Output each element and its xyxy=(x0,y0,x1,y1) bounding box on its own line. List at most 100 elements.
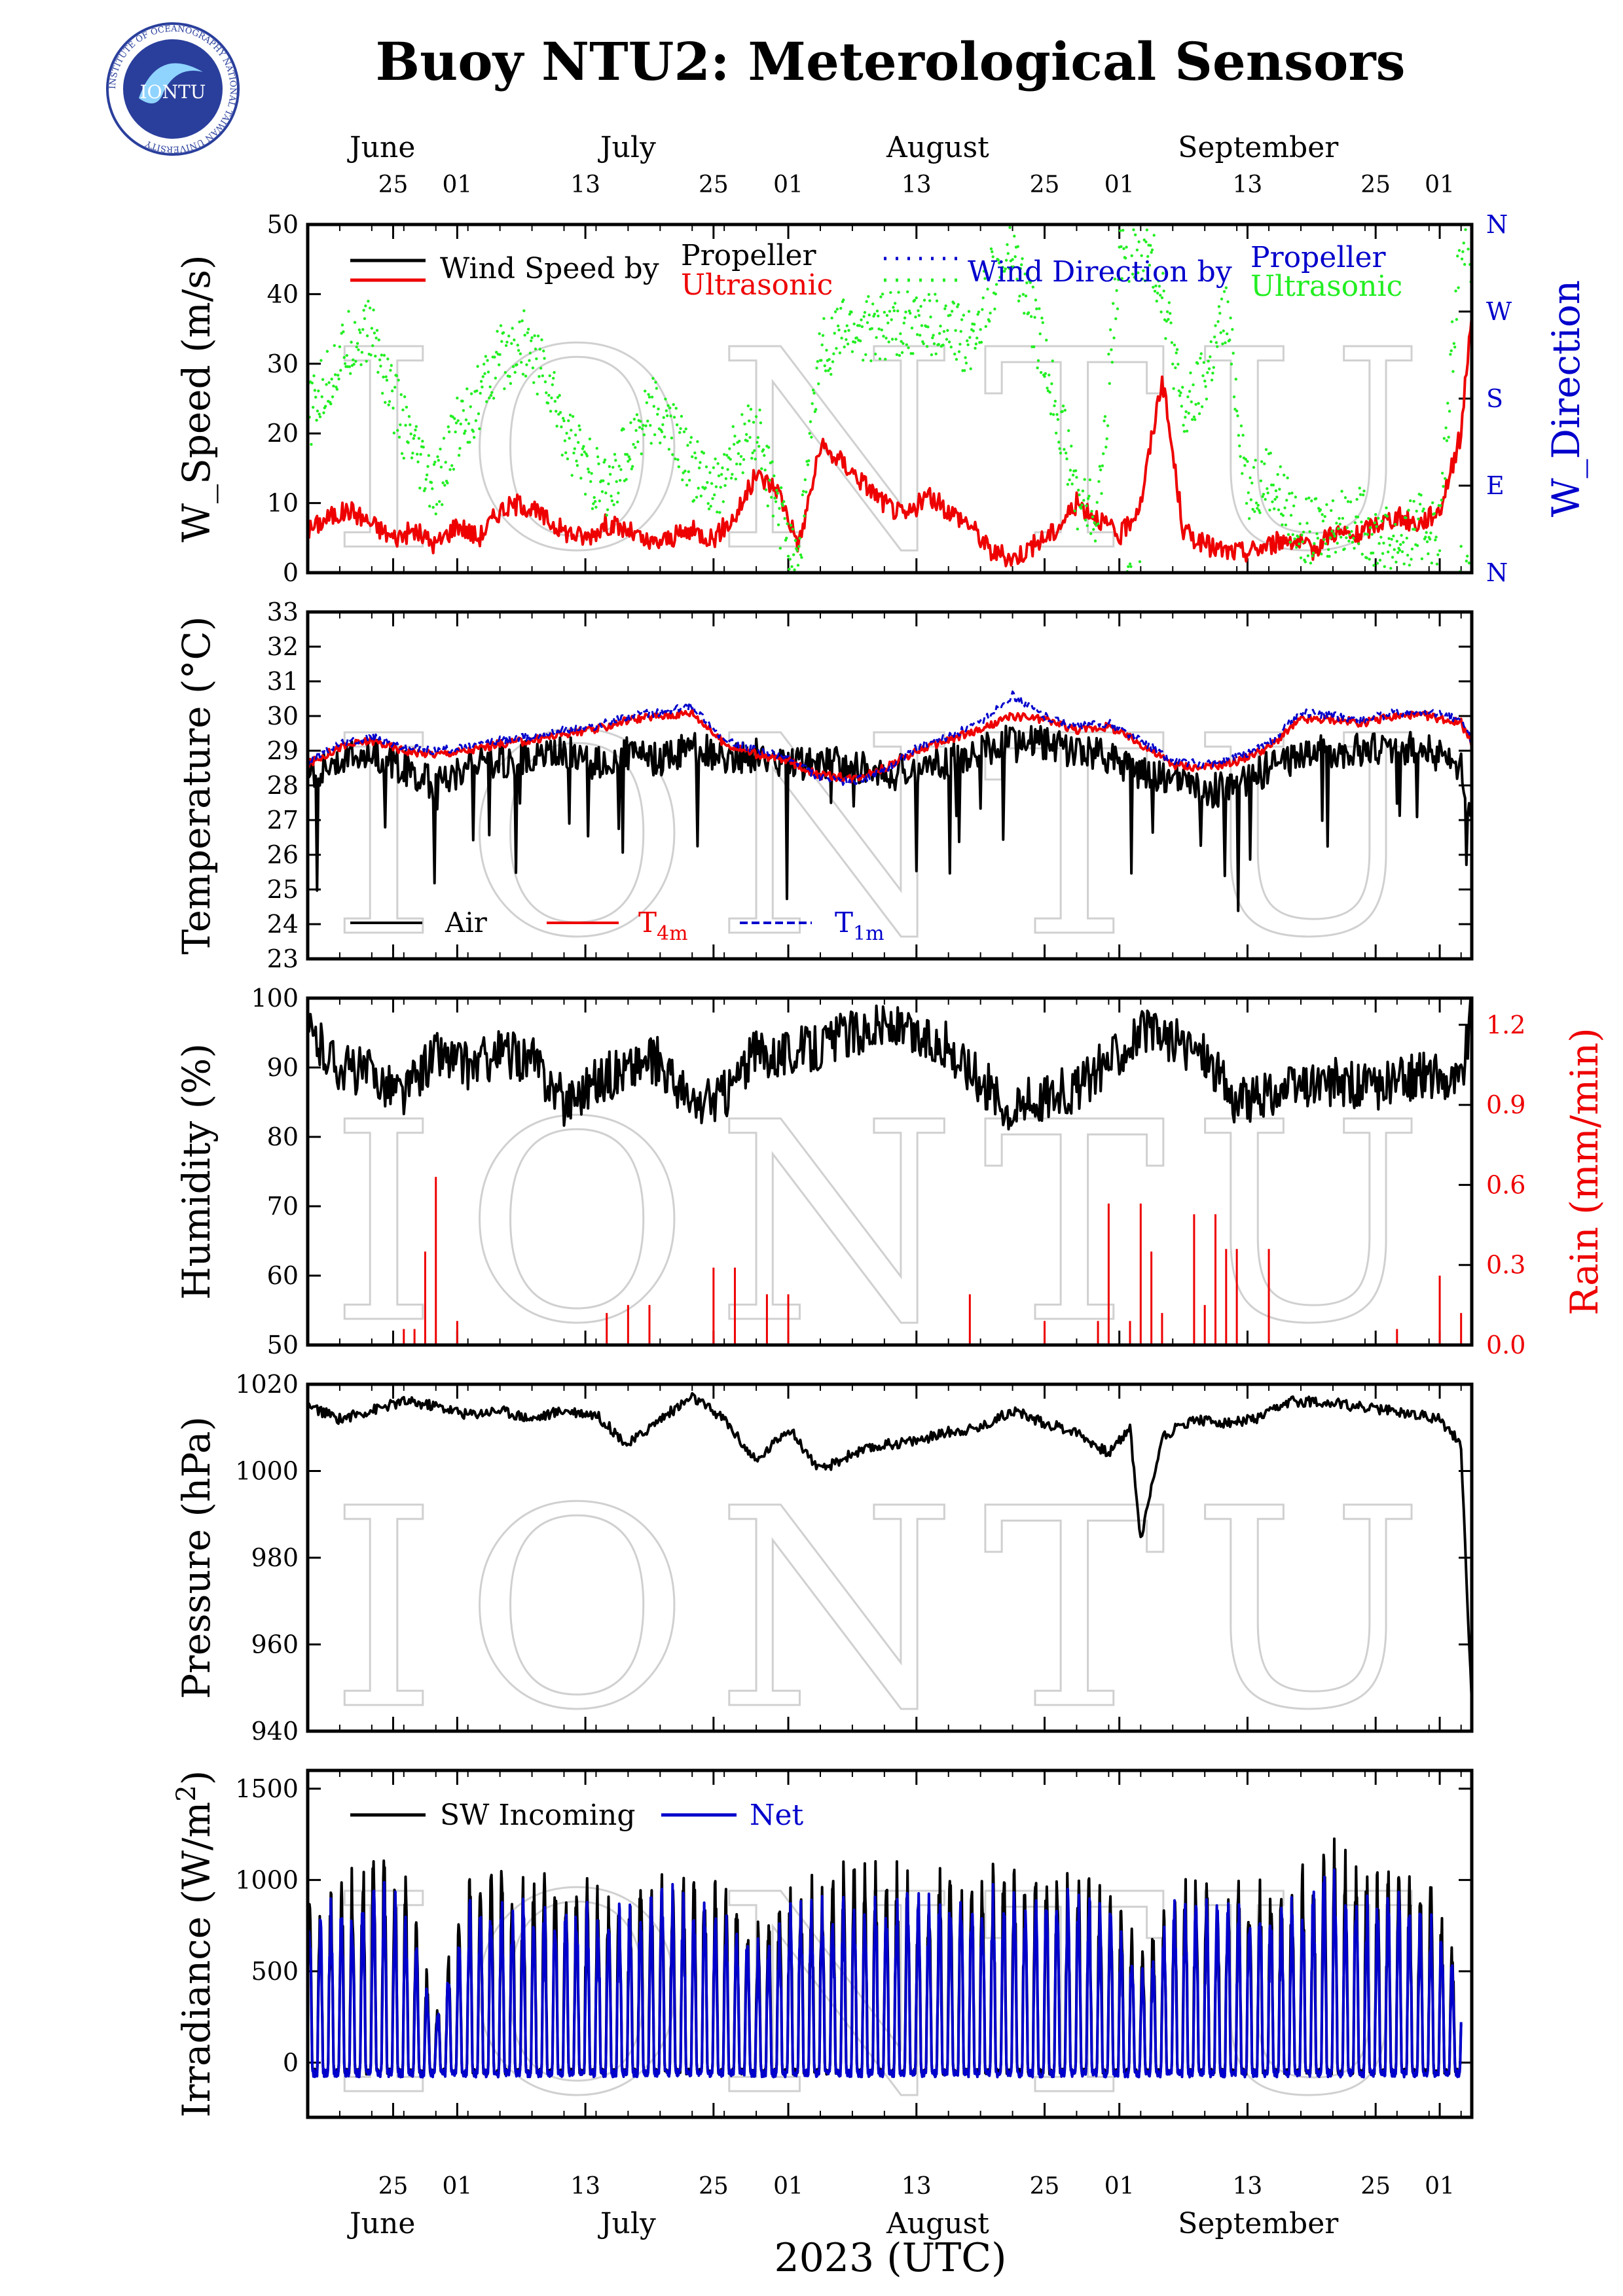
wind-direction-point xyxy=(731,425,735,428)
wind-direction-point xyxy=(386,357,390,361)
wind-direction-point xyxy=(920,324,924,327)
wind-direction-point xyxy=(837,329,841,332)
wind-direction-point xyxy=(1035,307,1038,311)
wind-direction-point xyxy=(1274,489,1278,493)
wind-direction-point xyxy=(1246,459,1249,463)
wind-direction-point xyxy=(692,499,696,502)
wind-direction-point xyxy=(564,451,568,454)
wind-direction-point xyxy=(467,422,471,425)
wind-direction-point xyxy=(717,474,721,478)
iontu-logo: IONTU INSTITUTE OF OCEANOGRAPHY NATIONAL… xyxy=(106,22,240,156)
wind-direction-point xyxy=(1450,320,1454,323)
wind-direction-point xyxy=(1082,499,1085,502)
wind-direction-point xyxy=(1218,312,1222,315)
wind-direction-point xyxy=(1291,533,1294,536)
wind-direction-point xyxy=(1168,312,1172,315)
wind-direction-point xyxy=(375,329,379,332)
wind-direction-point xyxy=(801,493,804,497)
wind-direction-point xyxy=(862,315,866,318)
wind-direction-point xyxy=(1345,536,1348,539)
wind-direction-point xyxy=(1084,518,1087,522)
wind-direction-point xyxy=(1385,514,1389,518)
wind-direction-point xyxy=(855,336,858,340)
wind-direction-point xyxy=(954,329,957,332)
y-tick-label: 23 xyxy=(267,944,299,973)
logo-text: IONTU xyxy=(140,81,206,103)
wind-direction-point xyxy=(484,355,488,358)
wind-direction-point xyxy=(1358,486,1361,490)
wind-direction-point xyxy=(1461,250,1465,253)
wind-direction-point xyxy=(1106,424,1110,427)
wind-direction-point xyxy=(890,318,893,321)
wind-direction-point xyxy=(342,355,346,359)
wind-direction-point xyxy=(1247,517,1251,520)
wind-direction-point xyxy=(838,351,842,355)
wind-direction-point xyxy=(1377,542,1381,545)
wind-direction-point xyxy=(783,516,786,520)
wind-direction-point xyxy=(433,460,437,464)
wind-direction-point xyxy=(1407,509,1410,512)
wind-direction-point xyxy=(689,436,693,439)
wind-direction-point xyxy=(991,255,994,259)
wind-direction-point xyxy=(811,402,814,405)
wind-direction-point xyxy=(1440,471,1444,475)
wind-direction-point xyxy=(535,357,538,361)
wind-direction-point xyxy=(1177,389,1180,393)
wind-direction-point xyxy=(656,412,659,416)
watermark: IONTU xyxy=(329,292,1450,612)
y-tick-label: 28 xyxy=(267,771,299,800)
wind-direction-point xyxy=(1286,476,1289,480)
wind-direction-point xyxy=(958,342,962,346)
day-label-bottom: 01 xyxy=(773,2173,803,2200)
wind-direction-point xyxy=(926,325,930,329)
wind-direction-point xyxy=(811,388,815,392)
wind-direction-point xyxy=(1357,542,1360,545)
wind-direction-point xyxy=(788,558,792,561)
wind-direction-point xyxy=(821,334,825,337)
wind-direction-point xyxy=(1080,507,1083,510)
wind-direction-point xyxy=(1214,341,1218,344)
y-tick-label: 0 xyxy=(283,558,299,587)
temperature-series-blue xyxy=(308,690,1472,786)
wind-direction-point xyxy=(687,478,691,482)
wind-direction-point xyxy=(393,386,397,389)
wind-direction-point xyxy=(704,486,707,490)
wind-direction-point xyxy=(355,345,358,349)
wind-direction-point xyxy=(1097,480,1101,483)
wind-direction-point xyxy=(1075,476,1078,479)
wind-direction-point xyxy=(603,458,607,461)
wind-direction-point xyxy=(1055,413,1059,416)
wind-direction-point xyxy=(1284,523,1288,527)
wind-direction-point xyxy=(1304,497,1308,501)
wind-direction-point xyxy=(1359,493,1362,496)
wind-direction-point xyxy=(839,306,843,310)
wind-direction-point xyxy=(1051,359,1054,363)
wind-direction-point xyxy=(1263,462,1266,465)
wind-direction-point xyxy=(1205,397,1209,401)
wind-direction-point xyxy=(441,503,444,507)
wind-direction-point xyxy=(939,324,942,328)
wind-direction-point xyxy=(927,293,931,296)
wind-direction-point xyxy=(984,325,988,329)
wind-direction-point xyxy=(1197,402,1200,405)
wind-direction-point xyxy=(581,447,585,450)
wind-direction-point xyxy=(1253,510,1256,513)
wind-direction-point xyxy=(731,473,734,476)
wind-direction-point xyxy=(693,451,697,455)
wind-direction-point xyxy=(388,400,392,403)
wind-direction-point xyxy=(1085,504,1088,507)
wind-direction-point xyxy=(751,451,754,455)
wind-direction-point xyxy=(764,488,768,492)
wind-direction-point xyxy=(1023,272,1027,276)
day-label-bottom: 01 xyxy=(1104,2173,1135,2200)
day-label-bottom: 25 xyxy=(699,2173,729,2200)
wind-direction-point xyxy=(1006,243,1009,246)
wind-direction-point xyxy=(530,336,534,340)
wind-direction-point xyxy=(1127,279,1131,283)
wind-direction-point xyxy=(340,323,344,327)
wind-direction-point xyxy=(1013,255,1017,259)
wind-direction-point xyxy=(629,421,632,425)
wind-direction-point xyxy=(1420,557,1424,560)
wind-direction-point xyxy=(1217,305,1221,308)
y-tick-label: 29 xyxy=(267,736,299,765)
